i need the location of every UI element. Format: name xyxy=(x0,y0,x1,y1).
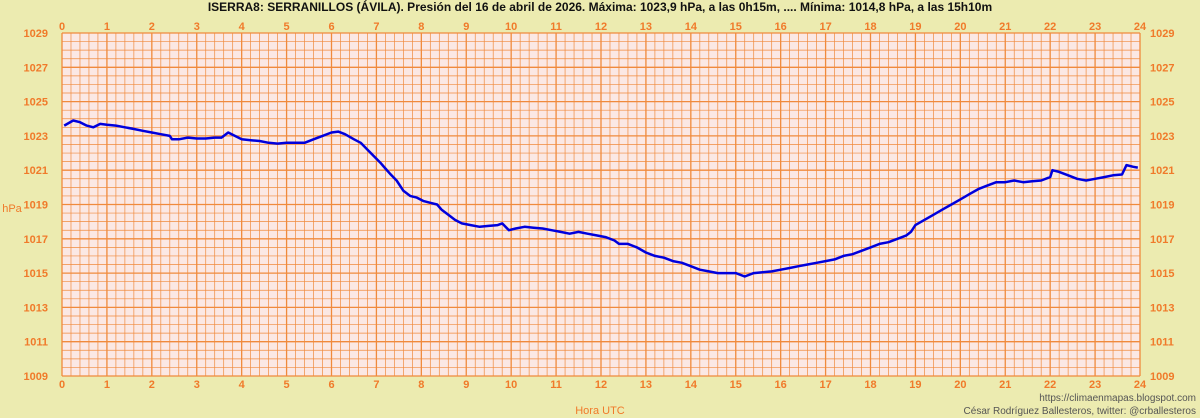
y-axis-right: 1009 1011 1013 1015 1017 1019 1021 1023 1025 1027… xyxy=(1150,28,1174,383)
y-tick-label: 1011 xyxy=(24,337,48,349)
x-tick-label: 3 xyxy=(194,21,200,33)
y-tick-label: 1015 xyxy=(1150,268,1174,280)
x-tick-label: 2 xyxy=(149,21,155,33)
x-tick-label: 10 xyxy=(505,21,517,33)
y-tick-label: 1029 xyxy=(1150,28,1174,40)
x-tick-label: 12 xyxy=(595,379,607,391)
x-tick-label: 17 xyxy=(819,21,831,33)
credit-author: César Rodríguez Ballesteros, twitter: @c… xyxy=(964,406,1196,417)
x-tick-label: 15 xyxy=(730,21,742,33)
x-tick-label: 8 xyxy=(418,21,424,33)
x-axis-label: Hora UTC xyxy=(575,405,625,417)
x-tick-label: 9 xyxy=(463,379,469,391)
x-tick-label: 19 xyxy=(909,21,921,33)
y-tick-label: 1027 xyxy=(1150,62,1174,74)
y-tick-label: 1019 xyxy=(24,200,48,212)
x-tick-label: 7 xyxy=(373,379,379,391)
y-axis-left: 1009 1011 1013 1015 1017 1019 1021 1023 1025 1027… xyxy=(24,28,48,383)
x-tick-label: 10 xyxy=(505,379,517,391)
x-tick-label: 21 xyxy=(999,379,1011,391)
y-axis-label: hPa xyxy=(2,203,22,215)
x-tick-label: 5 xyxy=(284,21,290,33)
credit-url: https://climaenmapas.blogspot.com xyxy=(1039,393,1196,404)
x-tick-label: 16 xyxy=(775,379,787,391)
x-tick-label: 7 xyxy=(373,21,379,33)
x-tick-label: 6 xyxy=(328,379,334,391)
y-tick-label: 1015 xyxy=(24,268,48,280)
x-tick-label: 22 xyxy=(1044,21,1056,33)
y-tick-label: 1021 xyxy=(1150,165,1174,177)
x-tick-label: 3 xyxy=(194,379,200,391)
x-tick-label: 24 xyxy=(1134,379,1147,391)
x-axis-bottom: 0 1 2 3 4 5 6 7 8 9 10 11 12 13 14 15 16 17 18 19 20 21 22 23 24 xyxy=(59,379,1147,391)
x-tick-label: 12 xyxy=(595,21,607,33)
y-tick-label: 1025 xyxy=(1150,97,1174,109)
y-tick-label: 1009 xyxy=(24,371,48,383)
x-tick-label: 1 xyxy=(104,379,110,391)
x-tick-label: 20 xyxy=(954,379,966,391)
x-tick-label: 14 xyxy=(685,21,698,33)
x-tick-label: 8 xyxy=(418,379,424,391)
x-tick-label: 17 xyxy=(819,379,831,391)
y-tick-label: 1013 xyxy=(24,302,48,314)
y-tick-label: 1021 xyxy=(24,165,48,177)
x-tick-label: 9 xyxy=(463,21,469,33)
x-tick-label: 6 xyxy=(328,21,334,33)
x-axis-top: 0 1 2 3 4 5 6 7 8 9 10 11 12 13 14 15 16 17 18 19 20 21 22 23 24 xyxy=(59,21,1147,33)
x-tick-label: 1 xyxy=(104,21,110,33)
y-tick-label: 1011 xyxy=(1150,337,1174,349)
x-tick-label: 21 xyxy=(999,21,1011,33)
x-tick-label: 13 xyxy=(640,21,652,33)
x-tick-label: 24 xyxy=(1134,21,1147,33)
x-tick-label: 0 xyxy=(59,379,65,391)
x-tick-label: 18 xyxy=(864,379,876,391)
y-tick-label: 1029 xyxy=(24,28,48,40)
x-tick-label: 23 xyxy=(1089,21,1101,33)
y-tick-label: 1023 xyxy=(1150,131,1174,143)
x-tick-label: 0 xyxy=(59,21,65,33)
x-tick-label: 20 xyxy=(954,21,966,33)
x-tick-label: 18 xyxy=(864,21,876,33)
y-tick-label: 1017 xyxy=(1150,234,1174,246)
x-tick-label: 14 xyxy=(685,379,698,391)
x-tick-label: 11 xyxy=(550,379,562,391)
x-tick-label: 2 xyxy=(149,379,155,391)
y-tick-label: 1027 xyxy=(24,62,48,74)
y-tick-label: 1013 xyxy=(1150,302,1174,314)
y-tick-label: 1019 xyxy=(1150,200,1174,212)
grid-lines xyxy=(61,32,1141,377)
x-tick-label: 22 xyxy=(1044,379,1056,391)
x-tick-label: 5 xyxy=(284,379,290,391)
x-tick-label: 19 xyxy=(909,379,921,391)
x-tick-label: 4 xyxy=(239,379,246,391)
x-tick-label: 15 xyxy=(730,379,742,391)
x-tick-label: 16 xyxy=(775,21,787,33)
x-tick-label: 13 xyxy=(640,379,652,391)
x-tick-label: 4 xyxy=(239,21,246,33)
y-tick-label: 1023 xyxy=(24,131,48,143)
chart-title: ISERRA8: SERRANILLOS (ÁVILA). Presión de… xyxy=(208,0,992,14)
x-tick-label: 23 xyxy=(1089,379,1101,391)
y-tick-label: 1025 xyxy=(24,97,48,109)
y-tick-label: 1017 xyxy=(24,234,48,246)
y-tick-label: 1009 xyxy=(1150,371,1174,383)
pressure-series-line xyxy=(63,119,1139,278)
x-tick-label: 11 xyxy=(550,21,562,33)
